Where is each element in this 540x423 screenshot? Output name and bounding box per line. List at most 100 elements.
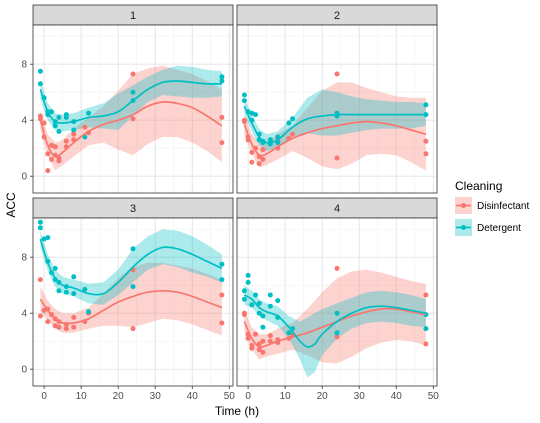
x-tick-label: 40 — [391, 391, 403, 402]
data-point-detergent — [56, 128, 62, 134]
data-point-detergent — [63, 114, 69, 120]
fit-line-disinfectant — [243, 120, 427, 157]
panel-background — [237, 218, 437, 386]
data-point-detergent — [219, 277, 225, 283]
data-point-disinfectant — [256, 161, 262, 167]
x-tick-label: 0 — [245, 391, 251, 402]
data-point-disinfectant — [71, 314, 77, 320]
data-point-disinfectant — [423, 151, 429, 157]
y-axis-title: ACC — [4, 192, 18, 218]
data-point-detergent — [63, 289, 69, 295]
facet-panel-2: 2 — [236, 4, 438, 194]
data-point-detergent — [267, 292, 273, 298]
data-point-detergent — [82, 286, 88, 292]
data-point-detergent — [37, 219, 43, 225]
data-point-detergent — [52, 265, 58, 271]
data-point-detergent — [249, 302, 255, 308]
data-point-disinfectant — [260, 147, 266, 153]
x-tick-label: 50 — [224, 391, 236, 402]
legend-entries: Disinfectant Detergent — [455, 197, 529, 236]
data-point-detergent — [423, 102, 429, 108]
data-point-detergent — [37, 225, 43, 231]
data-point-detergent — [241, 98, 247, 104]
data-point-disinfectant — [249, 345, 255, 351]
data-point-disinfectant — [82, 124, 88, 130]
legend-entry-disinfectant: Disinfectant — [455, 197, 529, 214]
data-point-disinfectant — [41, 120, 47, 126]
data-point-detergent — [245, 272, 251, 278]
data-point-detergent — [267, 137, 273, 143]
data-point-detergent — [130, 246, 136, 252]
panel-data — [37, 65, 225, 174]
data-point-detergent — [256, 310, 262, 316]
x-tick-label: 10 — [76, 391, 88, 402]
y-tick-label: 8 — [21, 253, 27, 264]
data-point-disinfectant — [49, 156, 55, 162]
x-tick-label: 30 — [354, 391, 366, 402]
data-point-disinfectant — [130, 71, 136, 77]
confidence-band-detergent — [40, 65, 222, 132]
x-tick-label: 50 — [428, 391, 440, 402]
y-tick-label: 4 — [21, 309, 27, 320]
fit-line-disinfectant — [39, 289, 223, 325]
data-point-detergent — [334, 310, 340, 316]
data-point-detergent — [334, 330, 340, 336]
data-point-detergent — [219, 261, 225, 267]
data-point-disinfectant — [52, 144, 58, 150]
panel-data — [241, 265, 429, 378]
confidence-band-disinfectant — [40, 262, 222, 336]
data-point-disinfectant — [45, 319, 51, 325]
data-point-detergent — [71, 274, 77, 280]
data-point-disinfectant — [260, 338, 266, 344]
panel-data — [37, 219, 225, 336]
data-point-detergent — [253, 292, 259, 298]
data-point-disinfectant — [37, 113, 43, 119]
data-point-detergent — [52, 123, 58, 129]
data-point-disinfectant — [219, 292, 225, 298]
legend-entry-detergent: Detergent — [455, 219, 521, 236]
data-point-detergent — [245, 279, 251, 285]
data-point-disinfectant — [245, 335, 251, 341]
data-point-detergent — [253, 112, 259, 118]
data-point-disinfectant — [45, 151, 51, 157]
y-tick-label: 0 — [21, 172, 27, 183]
data-point-disinfectant — [71, 131, 77, 137]
legend-key-point — [461, 203, 466, 208]
fit-line-detergent — [39, 80, 222, 124]
data-point-disinfectant — [260, 156, 266, 162]
facet-panel-1: 1 0 4 8 — [21, 4, 234, 194]
data-point-disinfectant — [37, 313, 43, 319]
data-point-detergent — [219, 78, 225, 84]
data-point-disinfectant — [56, 324, 62, 330]
data-point-detergent — [256, 300, 262, 306]
data-point-detergent — [241, 92, 247, 98]
legend-title: Cleaning — [455, 179, 502, 193]
data-point-disinfectant — [219, 320, 225, 326]
x-tick-label: 20 — [317, 391, 329, 402]
fit-line-detergent — [243, 105, 426, 144]
facet-strip-label: 2 — [334, 10, 340, 22]
data-point-detergent — [241, 288, 247, 294]
data-point-detergent — [290, 116, 296, 122]
data-point-detergent — [71, 127, 77, 133]
legend-key-point — [461, 225, 466, 230]
legend: Cleaning Disinfectant Detergent — [455, 179, 529, 236]
data-point-disinfectant — [423, 292, 429, 298]
data-point-disinfectant — [267, 338, 273, 344]
data-point-disinfectant — [219, 114, 225, 120]
data-point-detergent — [45, 235, 51, 241]
fit-line-disinfectant — [243, 307, 427, 349]
data-point-disinfectant — [253, 331, 259, 337]
data-point-disinfectant — [290, 131, 296, 137]
data-point-detergent — [71, 291, 77, 297]
panel-background — [33, 218, 233, 386]
x-tick-label: 30 — [150, 391, 162, 402]
data-point-disinfectant — [63, 138, 69, 144]
data-point-disinfectant — [241, 119, 247, 125]
legend-label: Detergent — [477, 223, 521, 234]
panel-background — [33, 25, 233, 193]
y-tick-label: 4 — [21, 116, 27, 127]
